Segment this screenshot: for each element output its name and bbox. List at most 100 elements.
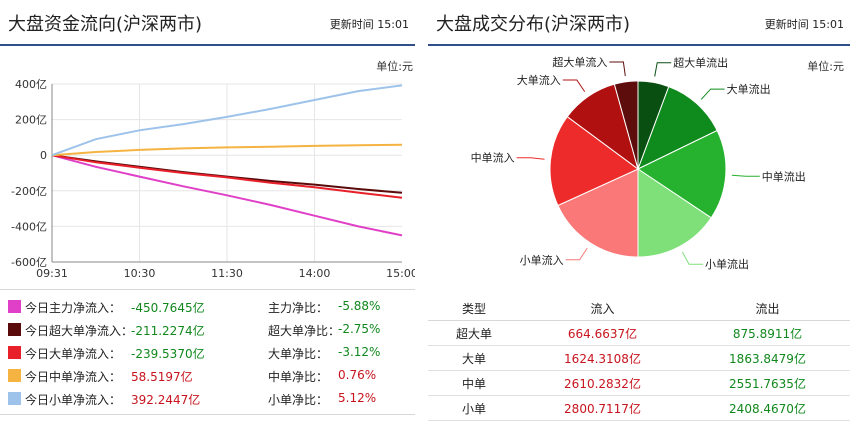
y-tick-label: 0 [40,149,47,162]
pie-slice [557,168,639,258]
legend-value: -211.2274亿 [131,324,205,338]
table-header-type: 类型 [428,296,520,321]
legend-row: 今日大单净流入： -239.5370亿 大单净比： -3.12% [0,342,415,364]
legend-row: 今日小单净流入： 392.2447亿 小单净比： 5.12% [0,388,415,410]
fund-flow-title: 大盘资金流向(沪深两市) [8,14,203,35]
pie-slice-label: 小单流入 [520,253,564,267]
legend-swatch [8,346,21,359]
trade-distribution-header: 大盘成交分布(沪深两市) 更新时间 15:01 [428,0,850,46]
y-tick-label: 200亿 [15,114,47,127]
table-body: 超大单 664.6637亿 875.8911亿 大单 1624.3108亿 1863.84… [428,320,850,421]
pie-leader-line [700,88,725,100]
row-inflow: 1624.3108亿 [520,345,685,371]
row-inflow: 2800.7117亿 [520,395,685,421]
x-tick-label: 10:30 [124,267,156,280]
row-outflow: 2551.7635亿 [685,370,850,396]
legend-row: 今日主力净流入： -450.7645亿 主力净比： -5.88% [0,296,415,318]
y-tick-label: -400亿 [11,220,47,233]
table-header-out: 流出 [685,296,850,321]
y-tick-label: -200亿 [11,185,47,198]
table-row: 超大单 664.6637亿 875.8911亿 [428,320,850,346]
pie-slice [613,80,639,170]
pie-slice-label: 大单流入 [517,73,561,87]
legend-swatch [8,392,21,405]
legend-name: 今日超大单净流入： [25,324,134,338]
x-tick-label: 14:00 [299,267,331,280]
fund-flow-header: 大盘资金流向(沪深两市) 更新时间 15:01 [0,0,415,46]
pie-slice-label: 大单流出 [727,82,771,96]
pie-leader-line [565,247,588,261]
row-type: 小单 [428,395,520,421]
row-outflow: 875.8911亿 [685,320,850,346]
trade-distribution-unit: 单位:元 [807,60,844,73]
pie-slice-label: 超大单流入 [552,55,607,69]
pie-leader-line [609,61,626,76]
legend-ratio-label: 小单净比： [268,393,329,407]
trade-distribution-table: 类型 流入 流出 超大单 664.6637亿 875.8911亿 大单 1624.310… [428,296,850,421]
legend-ratio-value: -3.12% [338,345,381,359]
y-tick-label: -600亿 [11,256,47,269]
row-inflow: 664.6637亿 [520,320,685,346]
table-row: 小单 2800.7117亿 2408.4670亿 [428,395,850,421]
legend-ratio-value: -2.75% [338,322,381,336]
pie-leader-line [562,79,586,92]
table-header-in: 流入 [520,296,685,321]
row-inflow: 2610.2832亿 [520,370,685,396]
series-line [51,154,403,199]
pie-leader-line [681,251,703,265]
legend-value: -450.7645亿 [131,301,205,315]
table-row: 大单 1624.3108亿 1863.8479亿 [428,345,850,371]
trade-distribution-updated: 更新时间 15:01 [764,18,844,31]
legend-row: 今日超大单净流入： -211.2274亿 超大单净比： -2.75% [0,319,415,341]
pie-slice [549,116,639,207]
legend-name: 今日主力净流入： [25,301,122,315]
legend-swatch [8,369,21,382]
table-row: 中单 2610.2832亿 2551.7635亿 [428,370,850,396]
pie-leader-line [654,62,672,77]
fund-flow-unit: 单位:元 [376,60,413,73]
row-type: 大单 [428,345,520,371]
legend-ratio-label: 主力净比： [268,301,329,315]
pie-slice [637,168,712,258]
x-tick-label: 09:31 [36,267,68,280]
trade-distribution-panel: 大盘成交分布(沪深两市) 更新时间 15:01 单位:元 超大单流出 大单流出 中单… [428,0,850,423]
legend-value: 392.2447亿 [131,393,201,407]
legend-divider [0,289,415,290]
legend-ratio-label: 大单净比： [268,347,329,361]
legend-row: 今日中单净流入： 58.5197亿 中单净比： 0.76% [0,365,415,387]
legend-ratio-label: 超大单净比： [268,324,341,338]
pie-slice [636,129,727,219]
pie-slice-label: 小单流出 [705,257,749,271]
x-tick-label: 15:00 [386,267,415,280]
legend-ratio-value: 0.76% [338,368,377,382]
legend-name: 今日小单净流入： [25,393,122,407]
row-outflow: 2408.4670亿 [685,395,850,421]
pie-slice [637,85,718,170]
trade-distribution-title: 大盘成交分布(沪深两市) [436,14,631,35]
row-type: 超大单 [428,320,520,346]
table-header-row: 类型 流入 流出 [428,296,850,321]
pie-leader-line [731,174,760,177]
legend-ratio-label: 中单净比： [268,370,329,384]
pie-slice-label: 中单流入 [471,151,515,165]
x-tick-label: 11:30 [211,267,243,280]
fund-flow-updated: 更新时间 15:01 [329,18,409,31]
legend-value: 58.5197亿 [131,370,193,384]
legend-name: 今日中单净流入： [25,370,122,384]
pie-slice-label: 中单流出 [762,169,806,183]
legend-swatch [8,323,21,336]
legend-value: -239.5370亿 [131,347,205,361]
y-tick-label: 400亿 [15,78,47,91]
series-line [51,84,403,157]
legend-ratio-value: 5.12% [338,391,377,405]
legend-bottom-divider [0,414,415,415]
row-type: 中单 [428,370,520,396]
pie-leader-line [516,157,545,160]
row-outflow: 1863.8479亿 [685,345,850,371]
legend-ratio-value: -5.88% [338,299,381,313]
series-line [51,154,403,237]
legend-swatch [8,300,21,313]
pie-slice-label: 超大单流出 [673,56,728,70]
